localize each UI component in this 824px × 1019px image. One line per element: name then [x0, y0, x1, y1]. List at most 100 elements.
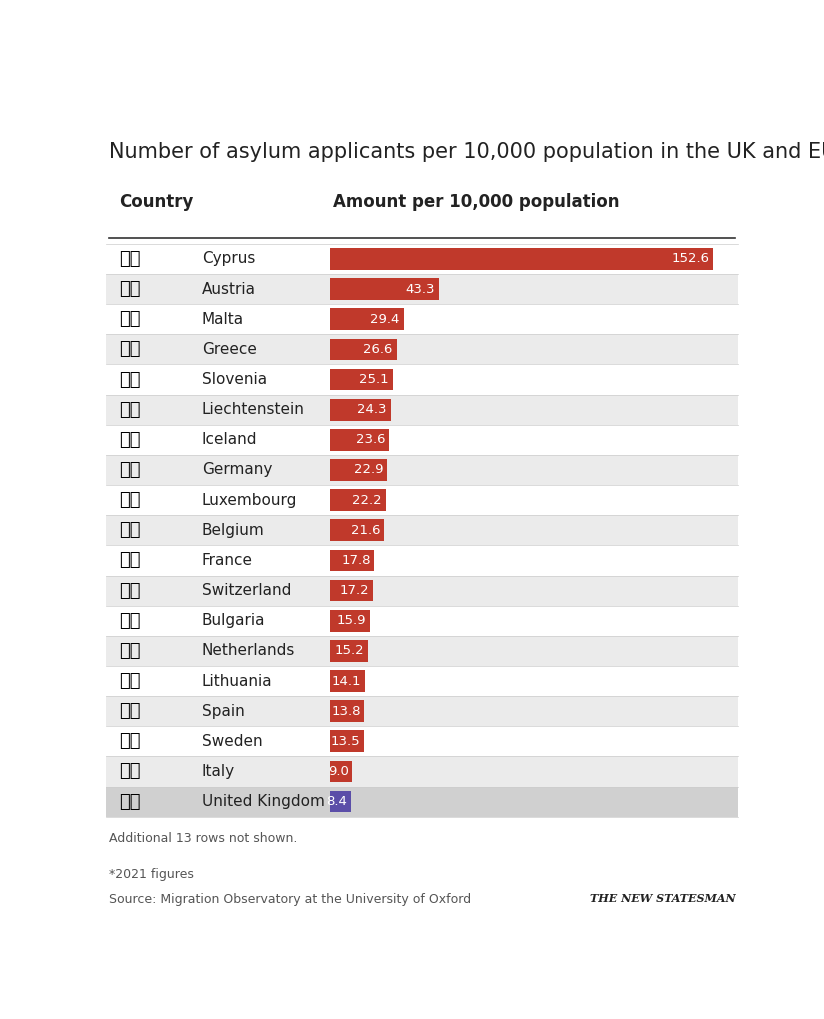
Text: 🇬🇧: 🇬🇧	[119, 793, 140, 810]
Bar	[106, 696, 738, 727]
Bar	[106, 274, 738, 305]
Text: 🇮🇹: 🇮🇹	[119, 762, 140, 781]
Text: 29.4: 29.4	[371, 313, 400, 326]
Text: 22.2: 22.2	[352, 493, 382, 506]
Bar	[330, 489, 386, 511]
Bar	[106, 787, 738, 816]
Text: 🇱🇮: 🇱🇮	[119, 400, 140, 419]
Text: Slovenia: Slovenia	[202, 372, 267, 387]
Text: 🇩🇪: 🇩🇪	[119, 461, 140, 479]
Text: *2021 figures: *2021 figures	[110, 868, 194, 880]
Text: Luxembourg: Luxembourg	[202, 492, 297, 507]
Bar	[330, 671, 365, 692]
Text: 🇫🇷: 🇫🇷	[119, 551, 140, 570]
Text: Germany: Germany	[202, 463, 273, 478]
Bar	[330, 520, 384, 541]
Text: Netherlands: Netherlands	[202, 643, 295, 658]
Text: 43.3: 43.3	[405, 282, 435, 296]
Text: Iceland: Iceland	[202, 432, 257, 447]
Text: 17.8: 17.8	[341, 554, 371, 567]
Text: Bulgaria: Bulgaria	[202, 613, 265, 629]
Text: 🇸🇪: 🇸🇪	[119, 733, 140, 750]
Bar	[330, 640, 368, 661]
Bar	[330, 791, 351, 812]
Bar	[106, 305, 738, 334]
Bar	[106, 605, 738, 636]
Bar	[106, 394, 738, 425]
Text: Country: Country	[119, 193, 194, 211]
Bar	[330, 460, 387, 481]
Text: 8.4: 8.4	[326, 795, 347, 808]
Text: 13.5: 13.5	[330, 735, 360, 748]
Text: Greece: Greece	[202, 342, 257, 357]
Text: France: France	[202, 553, 253, 568]
Bar	[106, 756, 738, 787]
Text: 🇸🇮: 🇸🇮	[119, 371, 140, 388]
Text: Sweden: Sweden	[202, 734, 263, 749]
Bar	[106, 365, 738, 394]
Bar	[106, 454, 738, 485]
Bar	[106, 576, 738, 605]
Text: Lithuania: Lithuania	[202, 674, 273, 689]
Text: 🇬🇷: 🇬🇷	[119, 340, 140, 359]
Text: 🇧🇬: 🇧🇬	[119, 611, 140, 630]
Text: 9.0: 9.0	[328, 765, 349, 777]
Text: 🇨🇭: 🇨🇭	[119, 582, 140, 599]
Bar	[330, 731, 363, 752]
Bar	[106, 425, 738, 454]
Text: Number of asylum applicants per 10,000 population in the UK and EU+: Number of asylum applicants per 10,000 p…	[110, 142, 824, 162]
Text: 25.1: 25.1	[359, 373, 389, 386]
Text: Liechtenstein: Liechtenstein	[202, 403, 305, 417]
Text: 🇱🇹: 🇱🇹	[119, 672, 140, 690]
Text: Additional 13 rows not shown.: Additional 13 rows not shown.	[110, 833, 297, 846]
Bar	[106, 244, 738, 274]
Text: United Kingdom: United Kingdom	[202, 794, 325, 809]
Bar	[106, 727, 738, 756]
Text: Malta: Malta	[202, 312, 244, 327]
Text: 15.9: 15.9	[336, 614, 366, 628]
Text: 22.9: 22.9	[354, 464, 383, 477]
Text: 17.2: 17.2	[339, 584, 369, 597]
Bar	[330, 760, 353, 783]
Text: Italy: Italy	[202, 764, 235, 779]
Text: 23.6: 23.6	[356, 433, 385, 446]
Bar	[330, 700, 364, 722]
Text: 24.3: 24.3	[358, 404, 387, 416]
Text: 🇲🇹: 🇲🇹	[119, 310, 140, 328]
Bar	[106, 516, 738, 545]
Bar	[106, 545, 738, 576]
Text: 🇱🇺: 🇱🇺	[119, 491, 140, 510]
Text: 🇪🇸: 🇪🇸	[119, 702, 140, 720]
Text: Cyprus: Cyprus	[202, 252, 255, 267]
Text: 26.6: 26.6	[363, 343, 393, 356]
Bar	[330, 278, 438, 300]
Bar	[330, 369, 393, 390]
Bar	[106, 636, 738, 666]
Text: THE NEW STATESMAN: THE NEW STATESMAN	[590, 893, 735, 904]
Text: 15.2: 15.2	[335, 644, 364, 657]
Bar	[330, 248, 714, 270]
Text: Switzerland: Switzerland	[202, 583, 292, 598]
Bar	[330, 549, 374, 572]
Text: 152.6: 152.6	[672, 253, 709, 266]
Bar	[330, 610, 370, 632]
Bar	[330, 309, 404, 330]
Text: 🇮🇸: 🇮🇸	[119, 431, 140, 448]
Text: Belgium: Belgium	[202, 523, 265, 538]
Bar	[330, 398, 391, 421]
Text: Source: Migration Observatory at the University of Oxford: Source: Migration Observatory at the Uni…	[110, 893, 471, 906]
Bar	[330, 580, 373, 601]
Text: Amount per 10,000 population: Amount per 10,000 population	[333, 193, 620, 211]
Text: 🇨🇾: 🇨🇾	[119, 250, 140, 268]
Bar	[330, 429, 389, 450]
Bar	[106, 666, 738, 696]
Text: 21.6: 21.6	[351, 524, 380, 537]
Text: 🇧🇪: 🇧🇪	[119, 522, 140, 539]
Text: Austria: Austria	[202, 281, 256, 297]
Text: 🇦🇹: 🇦🇹	[119, 280, 140, 299]
Text: Spain: Spain	[202, 704, 245, 718]
Bar	[330, 338, 396, 361]
Bar	[106, 334, 738, 365]
Text: 14.1: 14.1	[332, 675, 362, 688]
Text: 🇳🇱: 🇳🇱	[119, 642, 140, 660]
